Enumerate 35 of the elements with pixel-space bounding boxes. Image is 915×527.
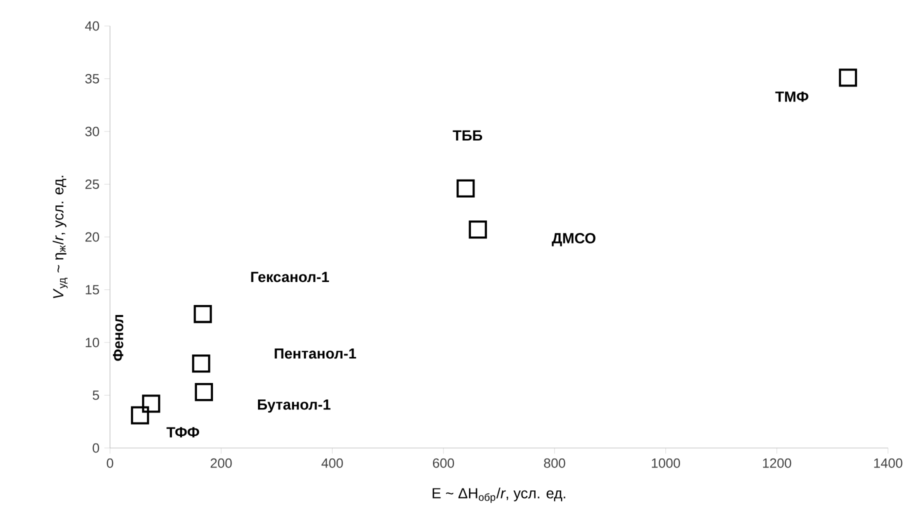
point — [456, 179, 475, 198]
annotation: Фенол — [112, 314, 124, 361]
x-tick-label: 0 — [106, 458, 114, 468]
y-tick-label: 20 — [85, 232, 100, 242]
point — [130, 406, 150, 424]
y-tick-label: 0 — [92, 443, 100, 453]
annotation: ТББ — [452, 130, 482, 141]
y-tick-label: 15 — [86, 285, 100, 294]
x-tick-label: 400 — [321, 458, 343, 468]
annotation: ТМФ — [775, 92, 808, 102]
point — [838, 68, 858, 87]
y-tick-label: 40 — [85, 21, 100, 31]
point — [194, 383, 213, 402]
y-axis-title: V$_{уд}$ ~ η$_{ж}$/r, усл. ед. — [52, 176, 68, 298]
point — [192, 354, 210, 373]
point — [468, 220, 487, 239]
annotation: Бутанол-1 — [258, 400, 330, 413]
y-tick-label: 5 — [92, 390, 100, 400]
x-tick-label: 1400 — [874, 458, 902, 468]
y-tick-label: 25 — [85, 180, 100, 189]
x-tick-label: 200 — [210, 458, 232, 468]
annotation: ТФФ — [166, 427, 200, 438]
x-tick-label: 600 — [432, 458, 454, 468]
point — [194, 304, 212, 324]
y-tick-label: 30 — [85, 126, 100, 136]
x-tick-label: 1200 — [763, 458, 792, 468]
x-axis-title: E ~ ΔH$_{обр}$/r, усл. ед. — [432, 488, 566, 503]
point — [142, 394, 160, 413]
y-tick-label: 35 — [85, 74, 100, 84]
annotation: Гексанол-1 — [251, 272, 329, 282]
y-tick-label: 10 — [86, 338, 100, 348]
x-tick-label: 1000 — [652, 458, 680, 468]
annotation: Пентанол-1 — [274, 348, 356, 359]
x-tick-label: 800 — [544, 458, 566, 468]
annotation: ДМСО — [552, 233, 596, 246]
